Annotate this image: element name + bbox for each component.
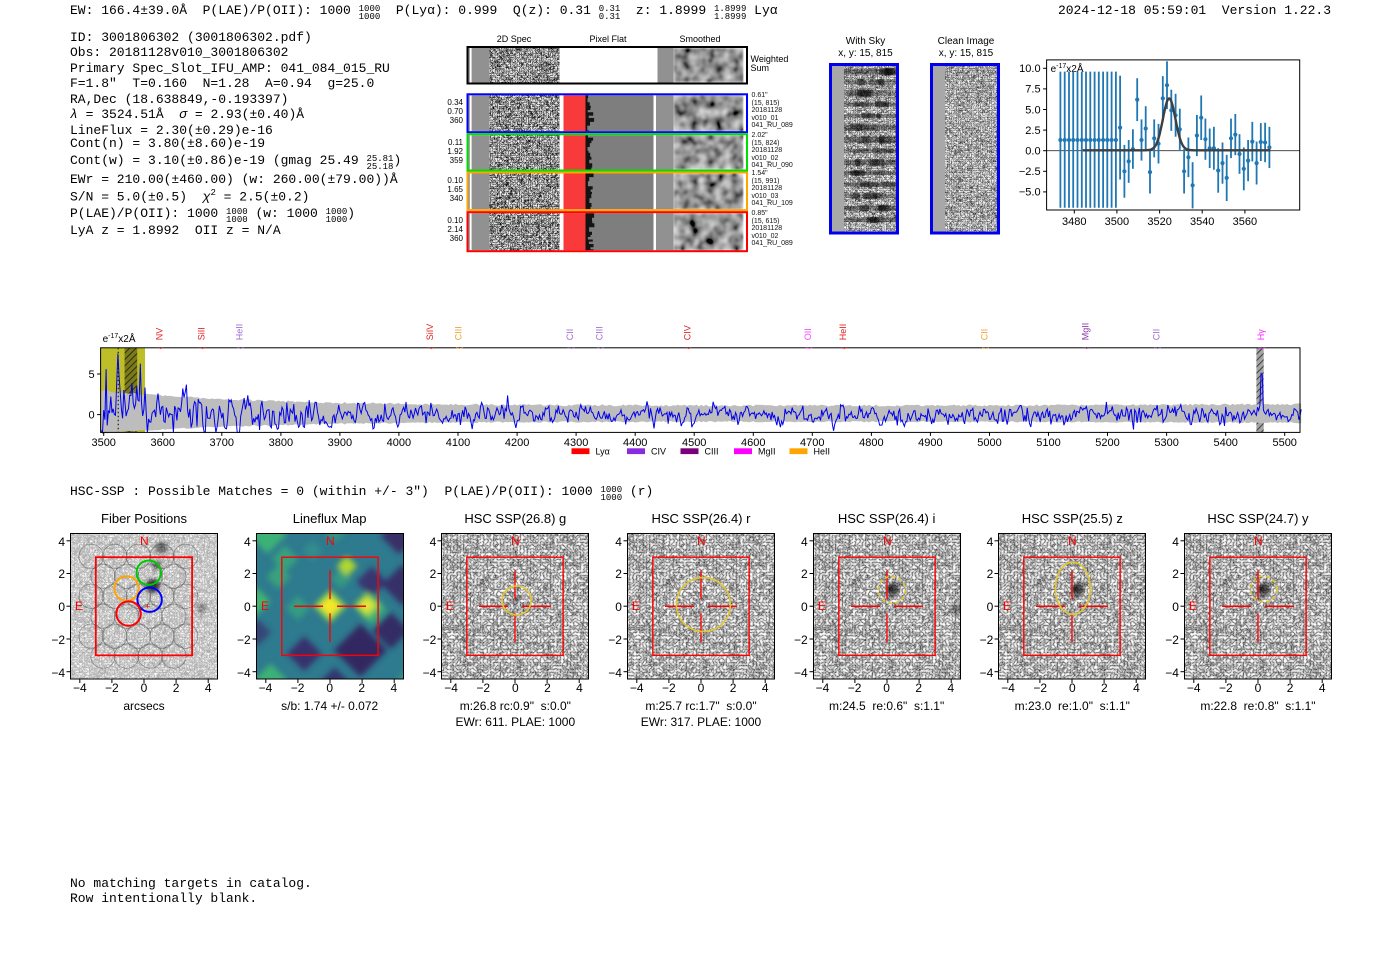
svg-text:N: N xyxy=(1254,534,1263,548)
svg-text:N: N xyxy=(326,534,335,548)
svg-text:Lyα: Lyα xyxy=(596,446,610,456)
svg-text:{: { xyxy=(158,346,165,349)
svg-text:NV: NV xyxy=(155,328,165,341)
svg-text:CIII: CIII xyxy=(705,446,719,456)
svg-text:3480: 3480 xyxy=(1062,216,1086,228)
svg-text:MgII: MgII xyxy=(1080,323,1090,341)
svg-text:5100: 5100 xyxy=(1036,437,1060,449)
svg-text:4200: 4200 xyxy=(505,437,529,449)
svg-text:7.5: 7.5 xyxy=(1025,84,1040,96)
svg-text:HeII: HeII xyxy=(838,324,848,341)
svg-text:{: { xyxy=(841,346,848,349)
svg-text:CIV: CIV xyxy=(683,325,693,340)
svg-text:3800: 3800 xyxy=(269,437,293,449)
svg-text:{: { xyxy=(1154,346,1161,349)
svg-text:E: E xyxy=(632,599,640,613)
svg-text:HeII: HeII xyxy=(235,324,245,341)
svg-text:N: N xyxy=(140,534,149,548)
svg-text:MgII: MgII xyxy=(758,446,776,456)
svg-text:E: E xyxy=(1003,599,1011,613)
svg-text:{: { xyxy=(983,346,990,349)
svg-text:CII: CII xyxy=(565,329,575,341)
svg-text:{: { xyxy=(428,346,435,349)
svg-text:E: E xyxy=(261,599,269,613)
svg-text:3500: 3500 xyxy=(91,437,115,449)
svg-text:{: { xyxy=(1259,346,1266,349)
svg-text:3500: 3500 xyxy=(1105,216,1129,228)
svg-text:4300: 4300 xyxy=(564,437,588,449)
svg-text:3520: 3520 xyxy=(1147,216,1171,228)
svg-text:0.0: 0.0 xyxy=(1025,146,1040,158)
svg-text:4000: 4000 xyxy=(387,437,411,449)
svg-text:{: { xyxy=(1083,346,1090,349)
svg-text:4800: 4800 xyxy=(859,437,883,449)
svg-text:5000: 5000 xyxy=(977,437,1001,449)
svg-text:+: + xyxy=(145,602,150,612)
svg-text:Hγ: Hγ xyxy=(1256,329,1266,340)
svg-text:3700: 3700 xyxy=(210,437,234,449)
svg-text:10.0: 10.0 xyxy=(1019,63,1040,75)
svg-text:E: E xyxy=(1189,599,1197,613)
svg-text:4600: 4600 xyxy=(741,437,765,449)
svg-text:{: { xyxy=(568,346,575,349)
svg-text:{: { xyxy=(199,346,206,349)
svg-text:SiII: SiII xyxy=(196,327,206,340)
svg-text:5400: 5400 xyxy=(1213,437,1237,449)
svg-text:{: { xyxy=(597,346,604,349)
svg-text:0: 0 xyxy=(88,410,94,422)
svg-text:2.5: 2.5 xyxy=(1025,125,1040,137)
svg-text:E: E xyxy=(446,599,454,613)
svg-text:{: { xyxy=(686,346,693,349)
svg-text:N: N xyxy=(511,534,520,548)
svg-text:4400: 4400 xyxy=(623,437,647,449)
svg-text:5300: 5300 xyxy=(1154,437,1178,449)
svg-text:CIII: CIII xyxy=(594,326,604,340)
svg-text:5.0: 5.0 xyxy=(1025,104,1040,116)
svg-text:5500: 5500 xyxy=(1272,437,1296,449)
svg-text:4900: 4900 xyxy=(918,437,942,449)
svg-text:3600: 3600 xyxy=(151,437,175,449)
svg-text:N: N xyxy=(697,534,706,548)
svg-text:HeII: HeII xyxy=(814,446,831,456)
svg-text:OII: OII xyxy=(803,328,813,340)
svg-text:e-17x2Å: e-17x2Å xyxy=(1051,62,1084,75)
svg-text:4500: 4500 xyxy=(682,437,706,449)
svg-text:−5.0: −5.0 xyxy=(1019,187,1041,199)
svg-text:N: N xyxy=(1068,534,1077,548)
svg-text:{: { xyxy=(457,346,464,349)
svg-text:3560: 3560 xyxy=(1233,216,1257,228)
svg-text:4100: 4100 xyxy=(446,437,470,449)
svg-text:CIV: CIV xyxy=(651,446,666,456)
svg-text:{: { xyxy=(238,346,245,349)
svg-text:SiIV: SiIV xyxy=(425,324,435,341)
svg-text:{: { xyxy=(806,346,813,349)
svg-text:5200: 5200 xyxy=(1095,437,1119,449)
svg-text:5: 5 xyxy=(88,369,94,381)
svg-text:CIII: CIII xyxy=(454,326,464,340)
svg-text:E: E xyxy=(818,599,826,613)
svg-text:e-17x2Å: e-17x2Å xyxy=(103,332,136,345)
svg-text:4700: 4700 xyxy=(800,437,824,449)
svg-text:CII: CII xyxy=(1151,329,1161,341)
svg-text:CII: CII xyxy=(980,329,990,341)
svg-text:E: E xyxy=(75,599,83,613)
svg-text:3540: 3540 xyxy=(1190,216,1214,228)
svg-text:N: N xyxy=(883,534,892,548)
svg-text:−2.5: −2.5 xyxy=(1019,166,1041,178)
svg-text:3900: 3900 xyxy=(328,437,352,449)
